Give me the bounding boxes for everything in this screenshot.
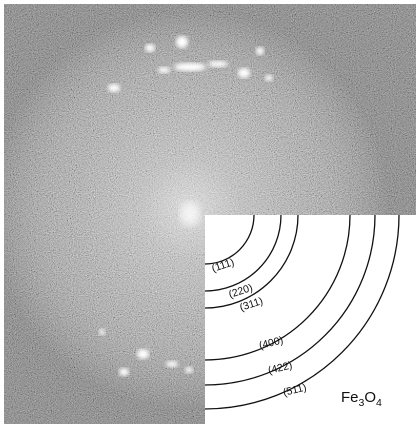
- ring-arcs: [205, 215, 400, 410]
- indexing-overlay: (111) (220) (311) (400) (422) (511) Fe3O…: [205, 215, 416, 424]
- formula-subscript-4: 4: [376, 397, 382, 409]
- ring-311: [205, 215, 299, 309]
- compound-formula: Fe3O4: [341, 389, 382, 409]
- label-422: (422): [267, 359, 294, 377]
- ring-220: [205, 215, 282, 292]
- formula-o: O: [364, 389, 376, 406]
- ring-511: [205, 215, 400, 410]
- formula-fe: Fe: [341, 389, 359, 406]
- overlay-background: [205, 215, 416, 424]
- formula-subscript-3: 3: [359, 397, 365, 409]
- central-beam-spot: [180, 202, 200, 226]
- diffraction-pattern-image: [4, 4, 416, 424]
- ring-400: [205, 215, 351, 361]
- diffraction-arc-bottom: [99, 329, 193, 376]
- diffraction-arc-top: [108, 36, 273, 92]
- ring-422: [205, 215, 376, 386]
- label-511: (511): [282, 382, 308, 399]
- ring-111: [205, 215, 255, 265]
- label-400: (400): [258, 334, 285, 352]
